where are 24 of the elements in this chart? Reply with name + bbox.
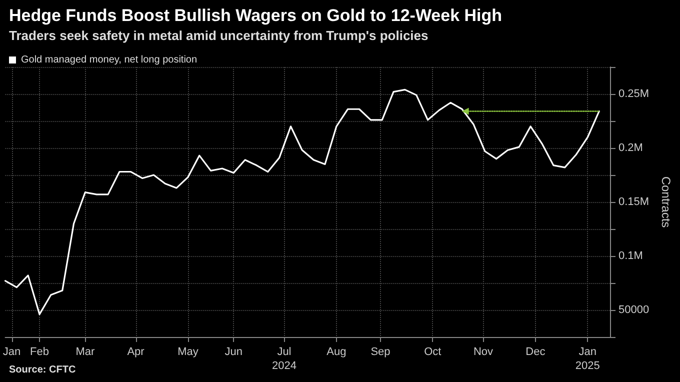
line-series <box>4 88 600 316</box>
x-tick-label: Apr <box>127 346 145 358</box>
y-tick-label: 0.1M <box>618 250 643 262</box>
x-tick-label: Jan 2025 <box>575 346 600 372</box>
x-tick-label: May <box>178 346 199 358</box>
x-tick-label: Dec <box>526 346 546 358</box>
y-axis-title: Contracts <box>659 176 673 228</box>
x-tick-label: Aug <box>326 346 346 358</box>
x-tick-label: Jan <box>2 346 21 358</box>
source-note: Source: CFTC <box>9 364 76 376</box>
x-tick-label: Feb <box>30 346 49 358</box>
y-tick-label: 0.15M <box>618 196 650 208</box>
x-tick-label: Jun <box>224 346 243 358</box>
x-tick-label: Jul 2024 <box>272 346 296 372</box>
chart-title: Hedge Funds Boost Bullish Wagers on Gold to 12-Week High <box>9 6 502 25</box>
y-tick-label: 50000 <box>618 304 650 316</box>
x-tick-label: Nov <box>473 346 494 358</box>
chart-subtitle: Traders seek safety in metal amid uncertainty from Trump's policies <box>9 28 428 43</box>
y-tick-label: 0.25M <box>618 88 650 100</box>
x-tick-label: Mar <box>76 346 95 358</box>
legend-label: Gold managed money, net long position <box>21 54 198 66</box>
y-tick-label: 0.2M <box>618 142 643 154</box>
x-tick-label: Oct <box>424 346 442 358</box>
x-tick-label: Sep <box>370 346 390 358</box>
